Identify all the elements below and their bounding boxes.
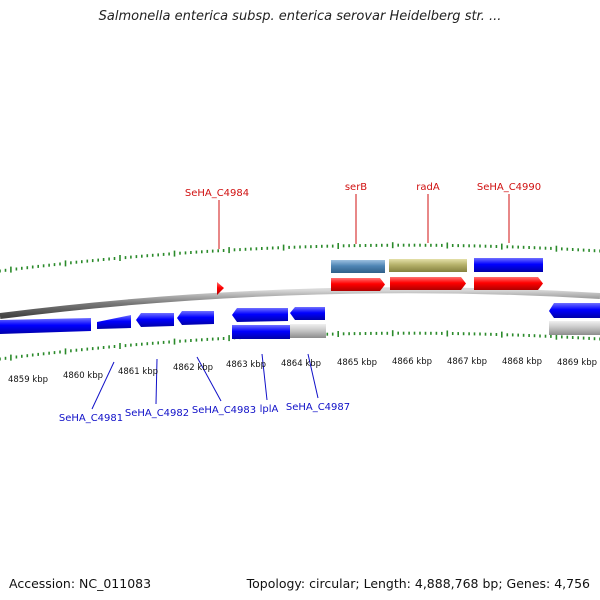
- gene-arrow-serB[interactable]: [331, 278, 385, 291]
- scale-label: 4868 kbp: [502, 357, 542, 367]
- gene-arrow-lplA-annotation[interactable]: [232, 325, 290, 339]
- forward-gene-labels: SeHA_C4984 serB radA SeHA_C4990: [185, 182, 541, 249]
- gene-arrow-SeHA_C4983b[interactable]: [177, 311, 214, 325]
- scale-label: 4860 kbp: [63, 371, 103, 381]
- forward-strand-genes: [217, 258, 543, 295]
- gene-label-SeHA_C4981[interactable]: SeHA_C4981: [59, 413, 123, 424]
- scale-label: 4859 kbp: [8, 375, 48, 385]
- gene-label-serB[interactable]: serB: [345, 182, 367, 193]
- scale-label: 4869 kbp: [557, 358, 597, 368]
- gene-arrow-serB-annotation[interactable]: [331, 260, 385, 273]
- gene-arrow-lplA[interactable]: [232, 308, 288, 322]
- reverse-gene-labels: SeHA_C4981 SeHA_C4982 SeHA_C4983 lplA Se…: [59, 353, 350, 424]
- gene-label-SeHA_C4987[interactable]: SeHA_C4987: [286, 402, 350, 413]
- scale-label: 4867 kbp: [447, 357, 487, 367]
- label-line-SeHA_C4982: [155, 358, 158, 405]
- accession-label: Accession: NC_011083: [9, 576, 152, 591]
- gene-arrow-SeHA_C4987-annotation[interactable]: [290, 324, 326, 338]
- lower-tick-marks: [0, 330, 600, 361]
- gene-label-SeHA_C4990[interactable]: SeHA_C4990: [477, 182, 541, 193]
- gene-arrow-right-edge[interactable]: [549, 303, 600, 318]
- genome-backbone: [0, 287, 600, 319]
- scale-label: 4866 kbp: [392, 357, 432, 367]
- gene-label-radA[interactable]: radA: [416, 182, 440, 193]
- scale-label: 4861 kbp: [118, 367, 158, 377]
- gene-arrow-radA-annotation[interactable]: [389, 259, 467, 272]
- upper-tick-marks: [0, 242, 600, 273]
- scale-label: 4865 kbp: [337, 358, 377, 368]
- scale-label: 4862 kbp: [173, 363, 213, 373]
- label-line-SeHA_C4983: [196, 356, 222, 402]
- gene-arrow-SeHA_C4987[interactable]: [290, 307, 325, 320]
- genome-summary: Topology: circular; Length: 4,888,768 bp…: [246, 576, 590, 591]
- gene-arrow-SeHA_C4990-annotation[interactable]: [474, 258, 543, 272]
- scale-label: 4863 kbp: [226, 360, 266, 370]
- scale-label: 4864 kbp: [281, 359, 321, 369]
- gene-arrow-right-edge-annotation[interactable]: [549, 321, 600, 335]
- gene-arrow-SeHA_C4990[interactable]: [474, 277, 543, 290]
- gene-label-lplA[interactable]: lplA: [260, 404, 279, 415]
- gene-label-SeHA_C4982[interactable]: SeHA_C4982: [125, 408, 189, 419]
- reverse-strand-genes: [0, 303, 600, 339]
- scale-labels: 4859 kbp 4860 kbp 4861 kbp 4862 kbp 4863…: [8, 357, 597, 385]
- gene-label-SeHA_C4984[interactable]: SeHA_C4984: [185, 188, 249, 199]
- label-line-SeHA_C4981: [91, 361, 115, 410]
- gene-arrow-SeHA_C4984[interactable]: [217, 282, 224, 295]
- gene-arrow-SeHA_C4983[interactable]: [136, 313, 174, 327]
- label-line-SeHA_C4987: [307, 353, 319, 399]
- map-title: Salmonella enterica subsp. enterica sero…: [98, 9, 502, 24]
- label-line-lplA: [261, 353, 268, 401]
- gene-arrow-SeHA_C4981[interactable]: [0, 318, 91, 334]
- gene-arrow-radA[interactable]: [390, 277, 466, 290]
- gene-arrow-SeHA_C4982[interactable]: [97, 315, 131, 329]
- gene-label-SeHA_C4983[interactable]: SeHA_C4983: [192, 405, 256, 416]
